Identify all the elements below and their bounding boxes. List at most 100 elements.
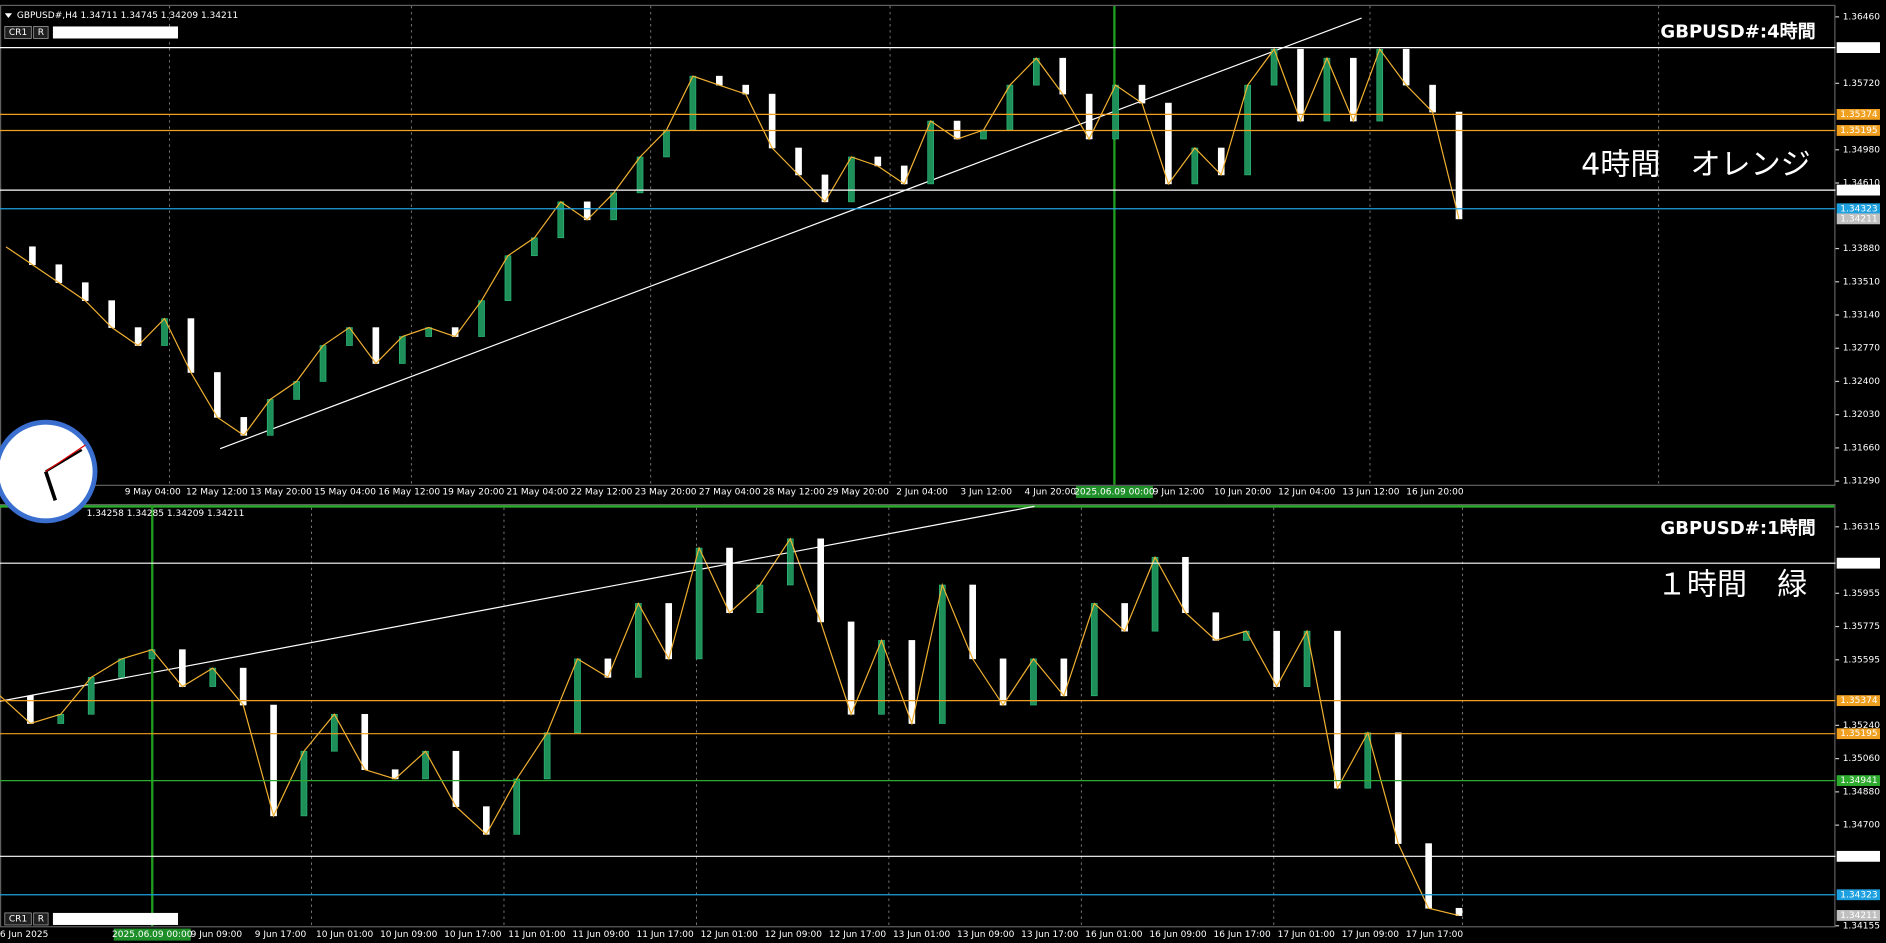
- y-tick-label: 1.34700: [1843, 821, 1881, 831]
- x-tick-label: 15 May 04:00: [314, 487, 376, 497]
- candle: [1030, 658, 1037, 706]
- candle: [118, 658, 125, 678]
- level-marker: [1836, 213, 1880, 225]
- chart-header: GBPUSD#,H4 1.34711 1.34745 1.34209 1.342…: [17, 11, 238, 21]
- menu-arrow: [4, 13, 13, 19]
- candle: [1455, 111, 1463, 220]
- candle: [1182, 556, 1189, 613]
- x-tick-label: 19 May 20:00: [442, 487, 504, 497]
- candle: [1402, 48, 1410, 86]
- candle: [425, 327, 433, 337]
- candle: [604, 658, 612, 678]
- zigzag-line: [5, 47, 1460, 437]
- clock-number: 6: [42, 499, 50, 512]
- chart-button-label: CR1: [9, 28, 27, 38]
- candle: [361, 713, 369, 771]
- x-tick-label: 13 Jun 09:00: [957, 930, 1015, 940]
- x-tick-label: 27 May 04:00: [699, 487, 761, 497]
- candle: [266, 399, 274, 436]
- candle: [848, 156, 855, 203]
- candle: [557, 201, 565, 239]
- chart-button-label: R: [38, 28, 44, 38]
- candle: [1334, 630, 1341, 789]
- candle: [29, 246, 36, 266]
- clock-number: 10: [8, 447, 23, 460]
- y-tick-label: 1.35060: [1843, 754, 1881, 764]
- candle: [57, 713, 65, 724]
- panel-frame: [0, 503, 1836, 928]
- y-tick-label: 1.34155: [1843, 921, 1880, 931]
- candle: [1033, 57, 1040, 86]
- candle: [148, 649, 156, 660]
- candle: [81, 282, 89, 301]
- x-tick-label: 17 Jun 01:00: [1278, 930, 1336, 940]
- candle: [1429, 84, 1436, 113]
- candle: [293, 381, 300, 400]
- x-tick-label: 13 Jun 12:00: [1342, 487, 1400, 497]
- x-tick-label: 9 Jun 17:00: [255, 930, 307, 940]
- x-tick-label: 12 May 12:00: [186, 487, 248, 497]
- y-tick-label: 1.36460: [1843, 12, 1881, 22]
- level-marker: [1836, 42, 1880, 54]
- level-marker-label: 1.35195: [1840, 729, 1877, 739]
- candle: [878, 640, 885, 715]
- x-tick-label: 16 May 12:00: [378, 487, 440, 497]
- x-tick-label: 6 Jun 2025: [0, 930, 48, 940]
- candle: [1085, 93, 1093, 140]
- x-tick-label: 28 May 12:00: [763, 487, 825, 497]
- x-tick-label: 10 Jun 20:00: [1214, 487, 1272, 497]
- x-tick-label: 3 Jun 12:00: [960, 487, 1012, 497]
- candle: [270, 704, 277, 817]
- clock-number: 3: [77, 465, 85, 478]
- x-tick-label: 10 Jun 17:00: [444, 930, 502, 940]
- candle: [636, 156, 644, 194]
- x-tick-label: 16 Jun 01:00: [1085, 930, 1143, 940]
- candle: [543, 732, 551, 780]
- level-marker: [1836, 910, 1880, 921]
- candle: [689, 75, 697, 131]
- x-tick-label: 16 Jun 20:00: [1406, 487, 1464, 497]
- clock-period: AM: [39, 497, 52, 507]
- level-marker-label: 1.34211: [1840, 911, 1877, 921]
- candle: [1059, 57, 1067, 95]
- candle: [187, 318, 195, 373]
- x-tick-label: 17 Jun 09:00: [1342, 930, 1400, 940]
- candle: [108, 300, 115, 328]
- chart-button: [33, 912, 49, 926]
- level-marker-label: 1.35195: [1840, 126, 1877, 136]
- level-marker: [1836, 889, 1880, 901]
- level-marker: [1836, 695, 1880, 707]
- candle: [969, 584, 976, 660]
- y-tick-label: 1.33880: [1843, 244, 1881, 254]
- clock-number: 1: [59, 434, 67, 447]
- candle: [610, 192, 617, 221]
- x-tick-label-highlight: 2025.06.09 00:00: [1074, 487, 1155, 497]
- x-tick-label: 9 Jun 09:00: [191, 930, 243, 940]
- level-marker-label: 1.34211: [1840, 214, 1877, 224]
- y-tick-label: 1.32030: [1843, 410, 1881, 420]
- x-tick-label: 10 Jun 01:00: [316, 930, 374, 940]
- candle: [1165, 102, 1172, 185]
- x-tick-label: 12 Jun 04:00: [1278, 487, 1336, 497]
- x-tick-label: 9 May 04:00: [125, 487, 181, 497]
- clock-number: 12: [38, 430, 53, 443]
- candle: [1138, 84, 1146, 104]
- y-tick-label: 1.31660: [1843, 443, 1881, 453]
- candle: [1350, 57, 1357, 122]
- level-marker: [1836, 108, 1880, 120]
- candle: [756, 584, 764, 613]
- x-tick-label: 13 May 20:00: [250, 487, 312, 497]
- level-marker: [1836, 728, 1880, 740]
- level-marker: [1836, 775, 1880, 787]
- candle: [1191, 147, 1199, 185]
- candle: [300, 750, 308, 817]
- y-tick-label: 1.35595: [1843, 655, 1880, 665]
- y-tick-label: 1.32400: [1843, 377, 1881, 387]
- level-marker-label: 1.34531: [1840, 186, 1877, 196]
- x-tick-label: 13 Jun 17:00: [1021, 930, 1079, 940]
- x-tick-label: 11 Jun 09:00: [572, 930, 630, 940]
- y-tick-label: 1.33510: [1843, 277, 1881, 287]
- y-tick-label: 1.36315: [1843, 522, 1880, 532]
